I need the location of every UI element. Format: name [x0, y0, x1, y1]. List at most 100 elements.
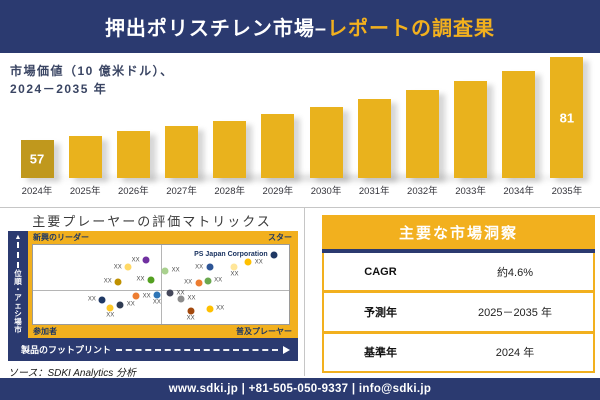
bar-cell: 2033年	[454, 57, 488, 197]
x-axis-tick-label: 2035年	[551, 186, 583, 197]
scatter-dot-icon	[116, 301, 124, 309]
point-label: XX	[136, 276, 145, 283]
scatter-point: XX	[132, 256, 150, 264]
scatter-dot-icon	[187, 307, 195, 315]
insight-value: 2025－2035 年	[477, 306, 552, 319]
x-axis-tick-label: 2029年	[262, 186, 294, 197]
x-axis-tick-label: 2031年	[358, 186, 390, 197]
scatter-dot-icon	[114, 278, 122, 286]
x-axis-tick-label: 2034年	[503, 186, 535, 197]
bar-value-label: 81	[559, 110, 575, 125]
scatter-dot-icon	[204, 277, 212, 285]
point-label: XX	[176, 290, 185, 297]
footer-contact-text[interactable]: www.sdki.jp | +81-505-050-9337 | info@sd…	[168, 383, 432, 395]
bar-cell: 2026年	[116, 57, 150, 197]
bar-2026年	[116, 131, 150, 178]
scatter-point: XX	[187, 307, 195, 322]
bar-cell: 2032年	[405, 57, 439, 197]
x-axis-tick-label: 2028年	[214, 186, 245, 197]
quadrant-label-bottom-left: 参加者	[33, 327, 57, 336]
source-note: ソース：SDKI Analytics 分析	[8, 368, 137, 379]
x-axis-dashed-line	[116, 348, 278, 351]
bar-cell: 2030年	[309, 57, 343, 197]
bar-cell: 2028年	[213, 57, 247, 197]
matrix-title: 主要プレーヤーの評価マトリックス	[32, 214, 272, 229]
bar-2029年	[261, 114, 295, 178]
scatter-dot-icon	[124, 263, 132, 271]
matrix-y-axis-label: 位 順 ・ ア ェ シ 場 市	[14, 269, 22, 334]
bar-2032年	[405, 90, 439, 178]
bar-cell: 2025年	[68, 57, 102, 197]
bar-value-label: 57	[29, 151, 45, 167]
insight-label: 予測年	[363, 306, 397, 319]
matrix-plot: XX XX XX XX PS Japan Corporation XX XX XX XX XX XX…	[32, 244, 290, 325]
scatter-point: XX	[106, 304, 114, 318]
insight-value: 2024 年	[495, 347, 535, 360]
scatter-point: XX	[161, 267, 180, 275]
scatter-point: XX	[230, 263, 238, 278]
page-title-accent: レポートの調査果	[327, 18, 496, 40]
chart-subtitle-line1: 市場価値（10 億米ドル）、	[10, 64, 174, 78]
x-axis-tick-label: 2025年	[69, 186, 101, 197]
chart-subtitle: 市場価値（10 億米ドル）、 2024－2035 年	[10, 62, 174, 98]
matrix-x-axis-label: 製品のフットプリント	[21, 345, 112, 355]
scatter-dot-icon	[195, 279, 203, 287]
insight-value: 約4.6%	[496, 266, 534, 279]
x-axis-tick-label: 2026年	[118, 186, 149, 197]
scatter-point: XX	[184, 279, 203, 287]
point-label: XX	[230, 271, 239, 278]
point-label: XX	[195, 264, 204, 271]
x-axis-tick-label: 2033年	[455, 186, 486, 197]
bar-2034年	[502, 71, 536, 178]
bar-chart: 57 2024年 2025年 2026年 2027年 2028年 2029年 2030年 203…	[20, 57, 584, 197]
y-axis-arrow-icon: ▲	[14, 234, 22, 241]
insights-header-underline	[322, 249, 595, 253]
bar-2024年: 57	[20, 140, 54, 178]
point-label: XX	[214, 277, 223, 284]
insights-title: 主要な市場洞察	[398, 224, 518, 242]
scatter-dot-icon	[206, 305, 214, 313]
scatter-point: XX	[137, 276, 155, 284]
scatter-point: XX	[244, 258, 263, 266]
matrix-bottom-band: 参加者 普及プレーヤー	[28, 325, 298, 338]
scatter-dot-icon	[98, 296, 106, 304]
quadrant-label-bottom-right: 普及プレーヤー	[236, 327, 292, 336]
point-label: XX	[103, 278, 112, 285]
insights-header: 主要な市場洞察	[322, 215, 595, 249]
bar-2028年	[213, 121, 247, 178]
x-axis-tick-label: 2030年	[310, 186, 342, 197]
scatter-dot-icon	[142, 256, 150, 264]
x-axis-tick-label: 2032年	[407, 186, 438, 197]
scatter-dot-icon	[166, 289, 174, 297]
point-label: XX	[106, 312, 115, 319]
bar-cell: 2029年	[261, 57, 295, 197]
scatter-point: XX	[116, 301, 135, 309]
bar-2033年	[454, 81, 488, 178]
matrix-top-band: 新興のリーダー スター	[28, 231, 298, 244]
scatter-dot-icon	[161, 267, 169, 275]
y-axis-dashed-line	[17, 242, 19, 268]
scatter-point: PS Japan Corporation	[194, 251, 278, 259]
scatter-point: XX	[166, 289, 184, 297]
scatter-dot-icon	[153, 291, 161, 299]
scatter-dot-icon	[147, 276, 155, 284]
quadrant-label-top-right: スター	[268, 233, 292, 242]
scatter-point: XX	[88, 296, 106, 304]
bar-2035年: 81	[550, 57, 584, 178]
bar-cell: 2031年	[357, 57, 391, 197]
chart-subtitle-line2: 2024－2035 年	[10, 82, 108, 96]
point-label: XX	[126, 301, 135, 308]
footer-bar: www.sdki.jp | +81-505-050-9337 | info@sd…	[0, 378, 600, 400]
insights-row: 予測年 2025－2035 年	[324, 290, 593, 330]
bar-2027年	[165, 126, 199, 178]
insight-label: CAGR	[364, 265, 397, 278]
section-divider-horizontal	[0, 207, 600, 208]
scatter-point: XX	[177, 295, 195, 303]
bar-2025年	[68, 136, 102, 178]
x-axis-tick-label: 2027年	[166, 186, 197, 197]
scatter-point: XX	[114, 263, 132, 271]
scatter-dot-icon	[206, 263, 214, 271]
scatter-point: XX	[104, 278, 122, 286]
scatter-point: XX	[153, 291, 161, 306]
